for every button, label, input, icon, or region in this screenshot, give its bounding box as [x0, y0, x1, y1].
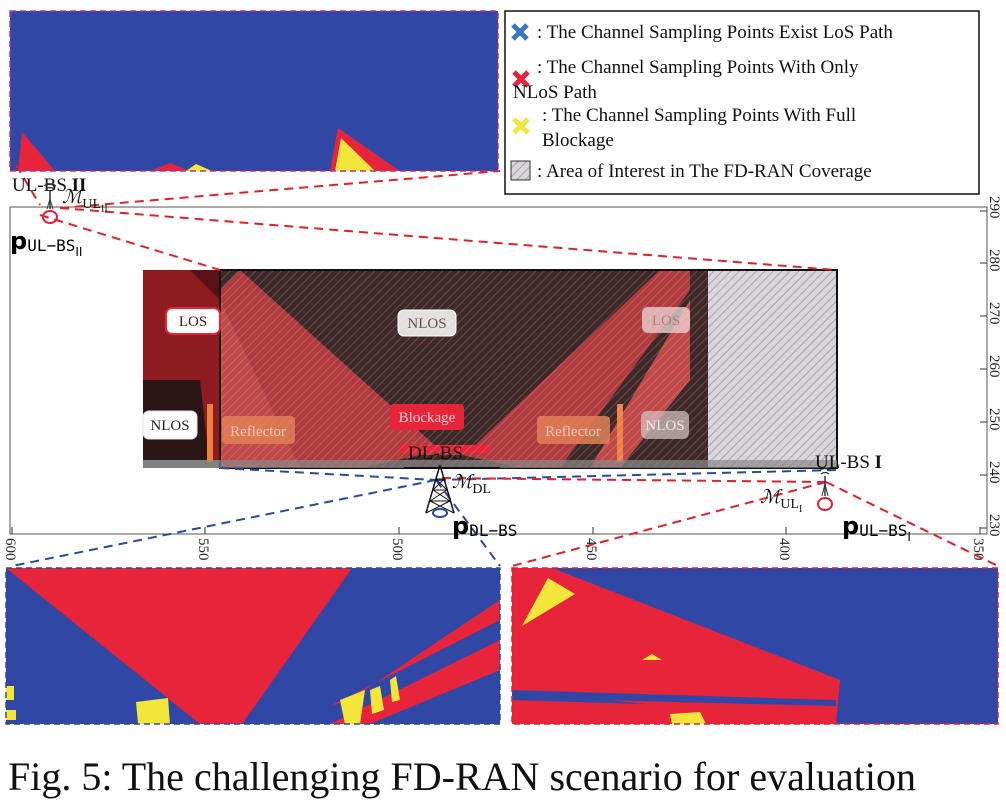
legend-label-nlos-line2: NLoS Path — [513, 82, 597, 103]
ul-bs-i-set-label: ℳULI — [760, 487, 802, 515]
legend: : The Channel Sampling Points Exist LoS … — [504, 10, 980, 195]
zoom-inset-ul-bs-ii — [9, 10, 499, 172]
region-label-nlos-center: NLOS — [397, 309, 457, 337]
legend-label-los: : The Channel Sampling Points Exist LoS … — [537, 22, 893, 43]
central-hatch-overlay — [220, 270, 710, 468]
red-cross-icon — [512, 70, 530, 88]
legend-box — [504, 10, 980, 195]
tower-icon — [425, 464, 455, 518]
ul-bs-ii-position-label: pUL−BSII — [10, 227, 82, 259]
bottom-axis: 600 550 500 450 400 350 — [2, 527, 986, 561]
bottom-tick-400: 400 — [776, 538, 792, 561]
dl-bs-set-label: ℳDL — [452, 472, 491, 497]
bottom-tick-350: 350 — [970, 538, 986, 561]
legend-item-area: : Area of Interest in The FD-RAN Coverag… — [510, 160, 872, 182]
zoom-inset-ul-bs-i — [511, 567, 999, 725]
yellow-cross-icon — [512, 117, 530, 135]
dl-bs-label: DL-BS — [408, 443, 463, 464]
right-tick-230: 230 — [986, 514, 1002, 537]
region-text-blockage: Blockage — [399, 410, 456, 426]
right-tick-270: 270 — [986, 302, 1002, 325]
main-map: 290 280 270 260 250 240 230 600 550 500 … — [2, 196, 1002, 561]
region-label-reflector-right: Reflector — [537, 416, 610, 444]
region-text-nlos-left: NLOS — [150, 418, 189, 434]
blue-cross-icon — [511, 23, 529, 41]
legend-label-blockage-line2: Blockage — [542, 130, 614, 151]
region-text-los-right: LOS — [652, 313, 680, 329]
right-tick-250: 250 — [986, 408, 1002, 431]
antenna-icon — [818, 468, 832, 497]
region-text-reflector-right: Reflector — [545, 424, 601, 440]
ul-bs-ii-set-label: ℳULII — [62, 187, 108, 215]
region-label-nlos-right: NLOS — [641, 411, 689, 439]
figure-caption: Fig. 5: The challenging FD-RAN scenario … — [8, 754, 916, 799]
legend-item-blockage: : The Channel Sampling Points With Full … — [512, 105, 856, 151]
right-tick-280: 280 — [986, 249, 1002, 272]
bottom-tick-500: 500 — [389, 538, 405, 561]
ul-bs-ii: UL-BS II ℳULII pUL−BSII — [10, 175, 108, 259]
right-hatched-area — [708, 270, 837, 468]
right-tick-260: 260 — [986, 355, 1002, 378]
region-label-blockage: Blockage — [390, 404, 464, 430]
region-text-reflector-left: Reflector — [230, 424, 286, 440]
ul-bs-i-label: UL-BS I — [815, 452, 882, 473]
region-label-los-right: LOS — [642, 307, 690, 333]
legend-label-nlos-line1: : The Channel Sampling Points With Only — [537, 57, 859, 78]
left-zone-shadow — [143, 270, 220, 300]
bottom-tick-450: 450 — [583, 538, 599, 561]
ul-bs-ii-marker — [42, 210, 58, 224]
ul-bs-ii-label: UL-BS II — [12, 175, 86, 196]
right-axis: 290 280 270 260 250 240 230 — [980, 196, 1002, 537]
antenna-icon — [43, 183, 57, 210]
legend-item-nlos: : The Channel Sampling Points With Only … — [512, 57, 859, 103]
region-text-nlos-center: NLOS — [407, 316, 446, 332]
bottom-tick-600: 600 — [2, 538, 18, 561]
right-tick-290: 290 — [986, 196, 1002, 219]
ul-bs-i-marker — [817, 497, 833, 511]
legend-item-los: : The Channel Sampling Points Exist LoS … — [511, 22, 893, 43]
region-label-nlos-left: NLOS — [142, 410, 198, 440]
region-text-los-left: LOS — [179, 314, 207, 330]
hatched-square-icon — [510, 160, 531, 181]
region-label-los-left: LOS — [165, 307, 221, 335]
bottom-tick-550: 550 — [195, 538, 211, 561]
left-reflector-wall — [207, 404, 213, 462]
zoom-link-lines — [11, 164, 999, 567]
dl-bs: DL-BS ℳDL pDL−BS — [404, 443, 517, 540]
right-tick-240: 240 — [986, 461, 1002, 484]
region-label-reflector-left: Reflector — [222, 416, 295, 444]
dl-bs-position-label: pDL−BS — [452, 512, 517, 540]
bottom-floor-strip — [143, 460, 837, 468]
region-text-nlos-right: NLOS — [645, 418, 684, 434]
legend-label-blockage-line1: : The Channel Sampling Points With Full — [542, 105, 856, 126]
ul-bs-i: UL-BS I ℳULI pUL−BSI — [760, 452, 911, 544]
legend-label-area: : Area of Interest in The FD-RAN Coverag… — [537, 161, 872, 182]
zoom-inset-dl-bs — [5, 567, 501, 725]
ul-bs-i-position-label: pUL−BSI — [842, 512, 911, 544]
